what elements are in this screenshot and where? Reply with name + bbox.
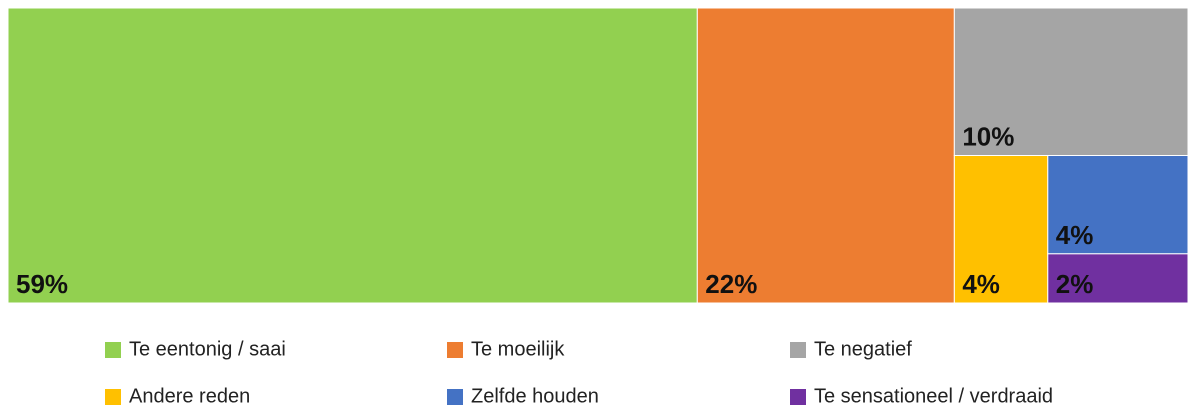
legend-swatch bbox=[790, 389, 806, 405]
value-label: 4% bbox=[1056, 220, 1094, 250]
legend-label: Zelfde houden bbox=[471, 385, 599, 407]
tile bbox=[1047, 253, 1188, 304]
value-label: 10% bbox=[962, 122, 1014, 152]
tile bbox=[696, 7, 955, 304]
legend-swatch bbox=[105, 389, 121, 405]
legend-swatch bbox=[790, 342, 806, 358]
legend-swatch bbox=[447, 342, 463, 358]
tile bbox=[7, 7, 698, 304]
value-label: 22% bbox=[705, 269, 757, 299]
value-label: 2% bbox=[1056, 269, 1094, 299]
value-label: 4% bbox=[962, 269, 1000, 299]
tile bbox=[953, 155, 1049, 304]
legend-label: Te sensationeel / verdraaid bbox=[814, 385, 1053, 407]
tile bbox=[953, 7, 1188, 156]
value-label: 59% bbox=[16, 269, 68, 299]
legend-label: Te negatief bbox=[814, 338, 912, 360]
legend-label: Andere reden bbox=[129, 385, 250, 407]
legend-label: Te eentonig / saai bbox=[129, 338, 286, 360]
legend-swatch bbox=[105, 342, 121, 358]
legend-label: Te moeilijk bbox=[471, 338, 565, 360]
legend-swatch bbox=[447, 389, 463, 405]
